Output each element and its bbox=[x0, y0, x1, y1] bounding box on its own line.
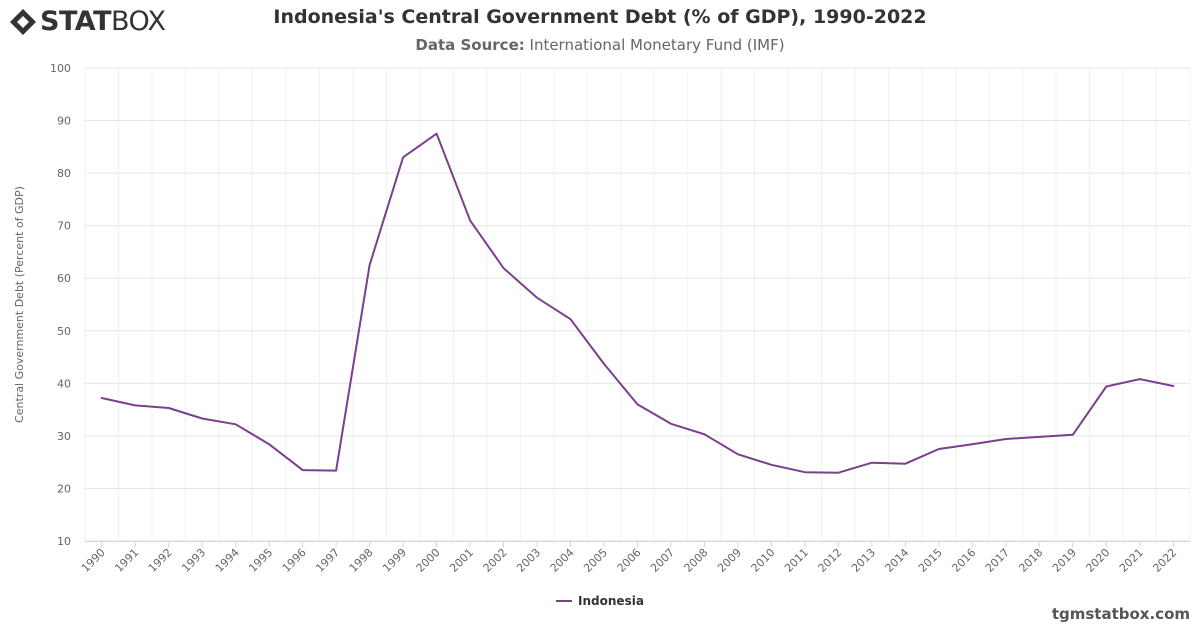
x-tick-label: 2002 bbox=[481, 546, 510, 575]
x-tick-label: 1997 bbox=[313, 546, 342, 575]
x-tick-label: 2008 bbox=[682, 546, 711, 575]
x-tick-label: 1991 bbox=[112, 546, 141, 575]
x-tick-label: 2006 bbox=[615, 546, 644, 575]
x-tick-label: 2016 bbox=[949, 546, 978, 575]
y-axis-title: Central Government Debt (Percent of GDP) bbox=[13, 186, 26, 423]
x-tick-label: 2010 bbox=[749, 546, 778, 575]
x-tick-label: 1992 bbox=[146, 546, 175, 575]
x-tick-label: 1998 bbox=[347, 546, 376, 575]
logo-text: STATBOX bbox=[40, 6, 166, 38]
statbox-logo[interactable]: STATBOX bbox=[8, 6, 166, 38]
legend-swatch-indonesia bbox=[556, 600, 573, 602]
y-tick-label: 50 bbox=[57, 325, 71, 338]
y-tick-label: 30 bbox=[57, 430, 71, 443]
y-tick-label: 70 bbox=[57, 220, 71, 233]
x-tick-label: 1994 bbox=[213, 546, 242, 575]
x-tick-label: 1996 bbox=[280, 546, 309, 575]
y-tick-label: 100 bbox=[50, 62, 71, 75]
x-tick-label: 2022 bbox=[1150, 546, 1179, 575]
x-tick-label: 1990 bbox=[79, 546, 108, 575]
y-tick-label: 10 bbox=[57, 535, 71, 548]
x-tick-label: 2017 bbox=[983, 546, 1012, 575]
chart-subtitle: Data Source: International Monetary Fund… bbox=[0, 36, 1200, 54]
data-source-label: Data Source: bbox=[415, 36, 525, 54]
diamond-logo-icon bbox=[10, 9, 36, 35]
x-tick-label: 2013 bbox=[849, 546, 878, 575]
logo-text-light: BOX bbox=[110, 6, 166, 37]
logo-text-bold: STAT bbox=[40, 6, 111, 37]
x-tick-label: 2020 bbox=[1083, 546, 1112, 575]
x-tick-label: 1993 bbox=[179, 546, 208, 575]
legend-label-indonesia: Indonesia bbox=[578, 594, 644, 608]
y-tick-label: 80 bbox=[57, 167, 71, 180]
y-tick-label: 40 bbox=[57, 377, 71, 390]
x-tick-label: 2015 bbox=[916, 546, 945, 575]
x-tick-label: 2004 bbox=[548, 546, 577, 575]
y-tick-label: 90 bbox=[57, 115, 71, 128]
x-tick-label: 2007 bbox=[648, 546, 677, 575]
y-tick-label: 60 bbox=[57, 272, 71, 285]
watermark: tgmstatbox.com bbox=[1051, 605, 1190, 623]
x-tick-label: 1995 bbox=[246, 546, 275, 575]
x-tick-label: 2005 bbox=[581, 546, 610, 575]
x-tick-label: 2019 bbox=[1050, 546, 1079, 575]
series-line-indonesia bbox=[100, 132, 1175, 474]
y-tick-label: 20 bbox=[57, 482, 71, 495]
x-tick-label: 2021 bbox=[1117, 546, 1146, 575]
data-source-text: International Monetary Fund (IMF) bbox=[524, 36, 785, 54]
x-tick-label: 2011 bbox=[782, 546, 811, 575]
x-tick-label: 2000 bbox=[414, 546, 443, 575]
x-tick-label: 2001 bbox=[447, 546, 476, 575]
x-tick-label: 2012 bbox=[816, 546, 845, 575]
x-tick-label: 2018 bbox=[1016, 546, 1045, 575]
chart-legend[interactable]: Indonesia bbox=[0, 594, 1200, 608]
x-tick-label: 2009 bbox=[715, 546, 744, 575]
x-tick-label: 2003 bbox=[514, 546, 543, 575]
x-tick-label: 1999 bbox=[380, 546, 409, 575]
x-tick-label: 2014 bbox=[883, 546, 912, 575]
chart-title: Indonesia's Central Government Debt (% o… bbox=[273, 6, 927, 28]
